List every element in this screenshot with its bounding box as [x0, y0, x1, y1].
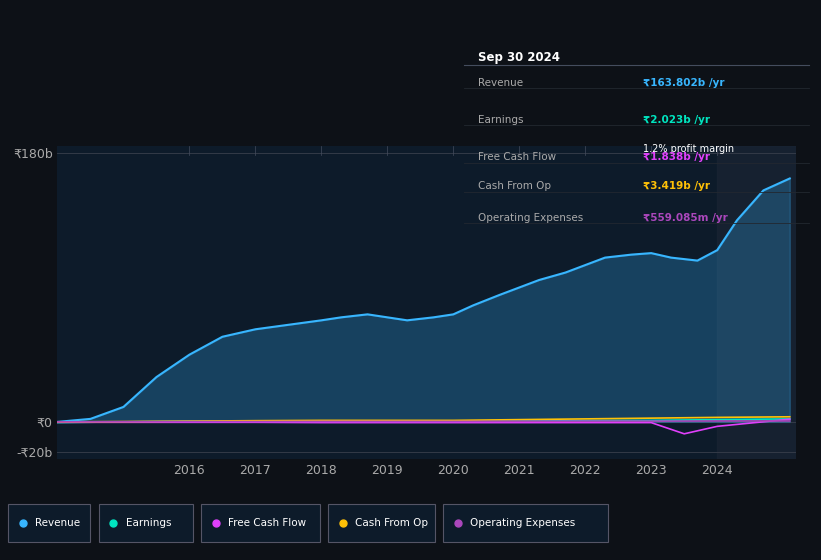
Text: Operating Expenses: Operating Expenses [470, 517, 576, 528]
Text: Sep 30 2024: Sep 30 2024 [478, 51, 560, 64]
FancyBboxPatch shape [8, 504, 90, 542]
Text: Revenue: Revenue [478, 78, 523, 88]
Text: Earnings: Earnings [478, 115, 523, 125]
Text: ₹3.419b /yr: ₹3.419b /yr [643, 181, 710, 192]
FancyBboxPatch shape [201, 504, 320, 542]
Bar [718, 146, 796, 459]
FancyBboxPatch shape [443, 504, 608, 542]
Text: ₹559.085m /yr: ₹559.085m /yr [643, 213, 728, 222]
Text: 1.2% profit margin: 1.2% profit margin [643, 144, 734, 154]
Text: Revenue: Revenue [35, 517, 80, 528]
FancyBboxPatch shape [328, 504, 435, 542]
Text: Operating Expenses: Operating Expenses [478, 213, 583, 222]
Text: ₹1.838b /yr: ₹1.838b /yr [643, 152, 710, 162]
Text: Free Cash Flow: Free Cash Flow [478, 152, 556, 162]
Text: Cash From Op: Cash From Op [355, 517, 429, 528]
Text: ₹2.023b /yr: ₹2.023b /yr [643, 115, 710, 125]
Text: Cash From Op: Cash From Op [478, 181, 551, 192]
FancyBboxPatch shape [99, 504, 193, 542]
Text: Earnings: Earnings [126, 517, 171, 528]
Text: Free Cash Flow: Free Cash Flow [228, 517, 306, 528]
Text: ₹163.802b /yr: ₹163.802b /yr [643, 78, 725, 88]
